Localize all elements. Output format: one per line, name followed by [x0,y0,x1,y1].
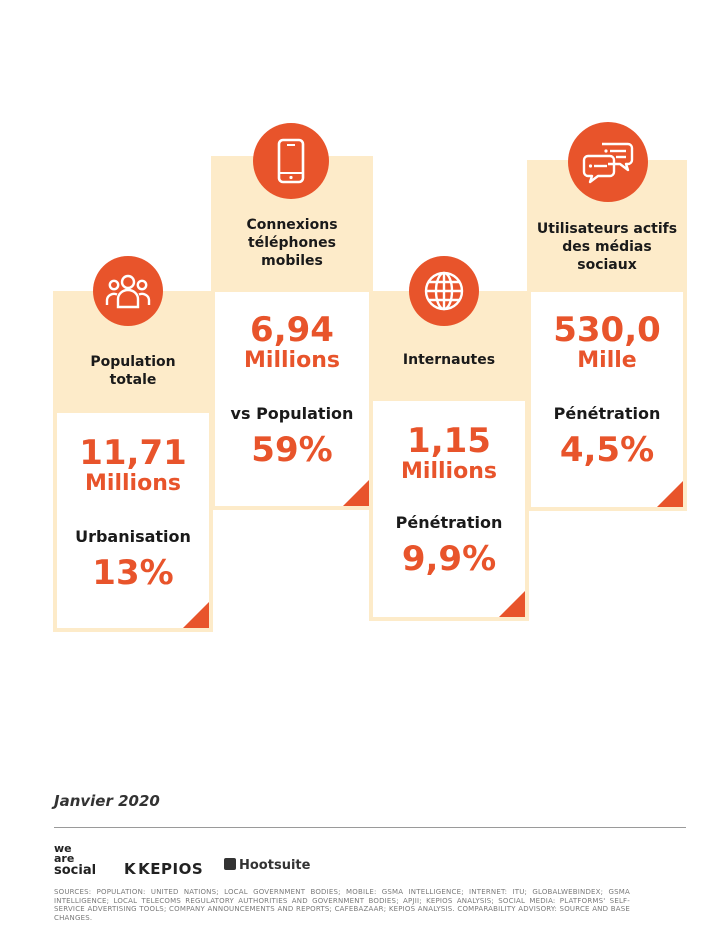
stat-card-social: Utilisateurs actifs des médias sociaux 5… [527,160,687,511]
divider [54,827,686,828]
stat-sub-value: 4,5% [559,430,655,470]
owl-icon [224,858,236,870]
stat-sub-label: vs Population [230,404,354,423]
label-line: Population [90,354,176,370]
logo-line: social [54,863,97,878]
stat-sub-label: Pénétration [395,513,503,532]
stat-value: 1,15 [407,421,491,461]
hootsuite-logo: Hootsuite [224,858,310,873]
stat-unit: Millions [244,348,340,373]
stat-sub-value: 9,9% [401,539,497,579]
stat-label: Population totale [53,353,213,389]
stat-sub-label: Pénétration [553,404,661,423]
stat-value: 6,94 [250,310,334,350]
kepios-text: KEPIOS [138,860,204,878]
stat-inner: 11,71 Millions Urbanisation 13% [57,413,209,628]
stat-label: Utilisateurs actifs des médias sociaux [527,220,687,274]
label-line: mobiles [261,253,323,269]
stat-inner: 530,0 Mille Pénétration 4,5% [531,292,683,507]
people-icon [93,256,163,326]
stat-sub-label: Urbanisation [75,527,191,546]
kepios-mark-icon: K [124,860,137,878]
stat-sub-value: 59% [251,430,333,470]
label-line: Utilisateurs actifs [536,221,678,237]
label-line: Internautes [402,352,496,368]
stat-card-internet: Internautes 1,15 Millions Pénétration 9,… [369,291,529,621]
stat-card-population: Population totale 11,71 Millions Urbanis… [53,291,213,632]
report-date: Janvier 2020 [54,792,160,810]
corner-triangle [657,481,683,507]
corner-triangle [183,602,209,628]
corner-triangle [499,591,525,617]
stat-value: 530,0 [553,310,661,350]
stat-card-mobile: Connexions téléphones mobiles 6,94 Milli… [211,156,373,510]
label-line: téléphones [248,235,336,251]
label-line: sociaux [577,257,637,273]
stat-sub-value: 13% [92,553,174,593]
stat-value: 11,71 [79,433,187,473]
stat-unit: Mille [577,348,637,373]
stat-unit: Millions [85,471,181,496]
kepios-logo: K KEPIOS [124,860,203,878]
label-line: des médias [562,239,652,255]
label-line: totale [109,372,157,388]
we-are-social-logo: we are social [54,842,97,878]
stat-unit: Millions [401,459,497,484]
stat-inner: 6,94 Millions vs Population 59% [215,292,369,506]
stat-label: Connexions téléphones mobiles [211,216,373,270]
label-line: Connexions [246,217,338,233]
hootsuite-text: Hootsuite [239,858,311,873]
stat-inner: 1,15 Millions Pénétration 9,9% [373,401,525,617]
mobile-phone-icon [253,123,329,199]
globe-icon [409,256,479,326]
chat-bubbles-icon [568,122,648,202]
logo-line: are [54,852,75,865]
sources-text: SOURCES: POPULATION: UNITED NATIONS; LOC… [54,888,630,922]
stat-label: Internautes [369,351,529,369]
logo-line: we [54,842,72,855]
corner-triangle [343,480,369,506]
